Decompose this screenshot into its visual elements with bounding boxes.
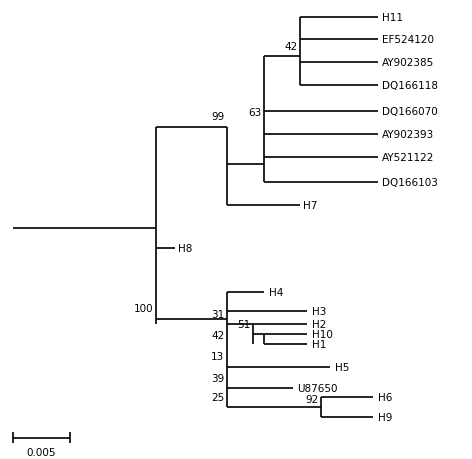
- Text: H5: H5: [335, 362, 349, 372]
- Text: DQ166103: DQ166103: [382, 178, 438, 187]
- Text: H11: H11: [382, 13, 403, 23]
- Text: DQ166070: DQ166070: [382, 107, 438, 117]
- Text: AY902393: AY902393: [382, 129, 435, 140]
- Text: H9: H9: [378, 412, 392, 422]
- Text: H6: H6: [378, 392, 392, 402]
- Text: 63: 63: [249, 108, 262, 118]
- Text: DQ166118: DQ166118: [382, 81, 438, 91]
- Text: 25: 25: [211, 392, 224, 402]
- Text: 0.005: 0.005: [27, 447, 56, 457]
- Text: EF524120: EF524120: [382, 35, 434, 45]
- Text: 99: 99: [211, 112, 224, 122]
- Text: H4: H4: [269, 287, 283, 297]
- Text: AY521122: AY521122: [382, 152, 435, 162]
- Text: 42: 42: [211, 330, 224, 340]
- Text: H10: H10: [312, 329, 332, 339]
- Text: 51: 51: [237, 319, 250, 329]
- Text: 39: 39: [211, 373, 224, 383]
- Text: H7: H7: [303, 200, 318, 210]
- Text: H8: H8: [178, 244, 193, 253]
- Text: 92: 92: [305, 395, 319, 404]
- Text: H1: H1: [312, 339, 326, 349]
- Text: H3: H3: [312, 306, 326, 316]
- Text: 100: 100: [134, 304, 153, 314]
- Text: 13: 13: [211, 352, 224, 362]
- Text: AY902385: AY902385: [382, 58, 435, 68]
- Text: U87650: U87650: [297, 383, 338, 392]
- Text: 42: 42: [284, 42, 297, 51]
- Text: H2: H2: [312, 319, 326, 329]
- Text: 31: 31: [211, 309, 224, 319]
